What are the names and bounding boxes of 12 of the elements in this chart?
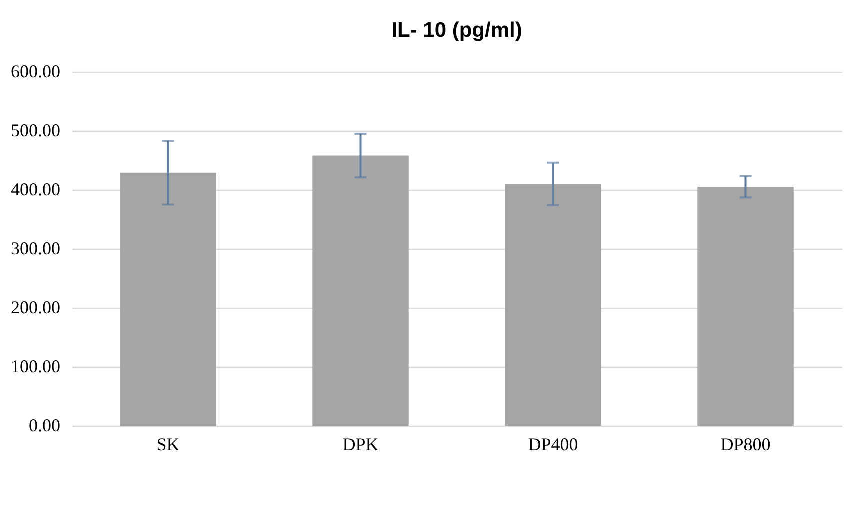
y-tick-label: 0.00	[29, 416, 60, 436]
x-tick-label: DP800	[720, 434, 771, 454]
y-tick-label: 100.00	[11, 356, 60, 376]
x-tick-label: DPK	[342, 434, 379, 454]
y-tick-label: 500.00	[11, 120, 60, 140]
y-tick-label: 600.00	[11, 62, 60, 82]
x-tick-label: DP400	[528, 434, 578, 454]
y-tick-label: 200.00	[11, 298, 60, 318]
y-tick-label: 400.00	[11, 180, 60, 200]
x-tick-label: SK	[156, 434, 180, 454]
chart-title: IL- 10 (pg/ml)	[392, 19, 522, 42]
y-tick-label: 300.00	[11, 238, 60, 258]
